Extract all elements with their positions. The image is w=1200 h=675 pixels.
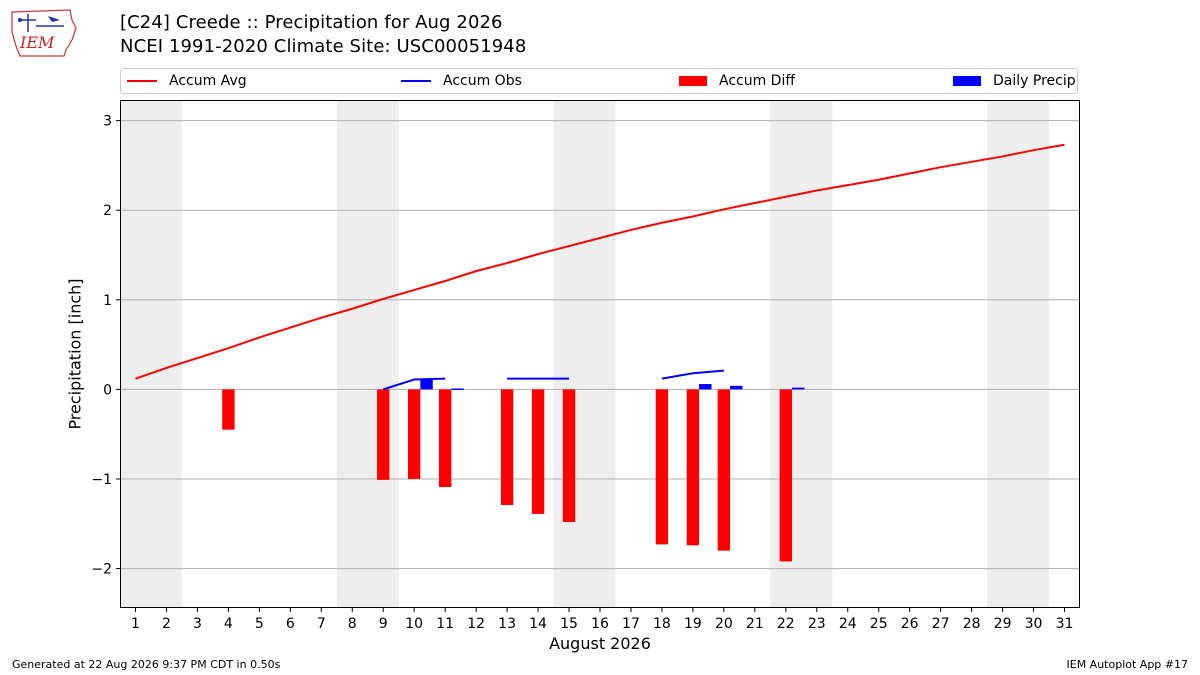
y-tick-label: −2	[91, 562, 112, 578]
legend-item-accum-diff: Accum Diff	[679, 69, 795, 93]
x-tick-label: 4	[224, 616, 233, 632]
accum-diff-bar	[500, 389, 514, 505]
y-tick-label: 0	[103, 382, 112, 398]
accum-diff-bar	[377, 389, 390, 480]
legend-swatch-accum-avg	[127, 80, 157, 82]
x-tick-label: 28	[963, 616, 981, 632]
daily-precip-bar	[792, 387, 805, 390]
x-tick-label: 16	[591, 616, 609, 632]
legend-item-daily-precip: Daily Precip	[953, 69, 1076, 93]
accum-diff-bar	[438, 389, 452, 488]
iem-logo: IEM	[11, 9, 77, 57]
y-tick-label: −1	[91, 472, 112, 488]
x-tick-label: 20	[715, 616, 733, 632]
y-axis-label: Precipitation [inch]	[65, 278, 85, 430]
x-tick-label: 26	[901, 616, 919, 632]
y-tick-label: 3	[103, 114, 112, 130]
x-tick-label: 13	[498, 616, 516, 632]
generated-timestamp: Generated at 22 Aug 2026 9:37 PM CDT in …	[12, 658, 281, 671]
accum-diff-bar	[717, 389, 731, 551]
x-tick-label: 31	[1056, 616, 1074, 632]
x-tick-label: 1	[131, 616, 140, 632]
x-tick-label: 2	[162, 616, 171, 632]
bars	[222, 379, 805, 562]
weekend-shade	[987, 100, 1050, 608]
legend: Accum Avg Accum Obs Accum Diff Daily Pre…	[120, 68, 1078, 94]
x-tick-label: 12	[467, 616, 485, 632]
legend-swatch-accum-obs	[401, 80, 431, 82]
accum-obs-line	[382, 377, 446, 391]
legend-label-daily-precip: Daily Precip	[993, 73, 1076, 89]
x-tick-label: 5	[255, 616, 264, 632]
x-tick-label: 10	[405, 616, 423, 632]
x-tick-label: 9	[379, 616, 388, 632]
app-credit: IEM Autoplot App #17	[1066, 658, 1189, 671]
weekend-shading	[120, 100, 1050, 608]
accum-diff-bar	[562, 389, 576, 522]
x-tick-label: 21	[746, 616, 764, 632]
plot-frame	[120, 100, 1080, 608]
legend-swatch-daily-precip	[953, 76, 981, 86]
x-axis-label: August 2026	[549, 634, 651, 653]
accum-diff-bar	[531, 389, 545, 514]
x-tick-label: 14	[529, 616, 547, 632]
x-tick-label: 29	[994, 616, 1012, 632]
x-tick-label: 18	[653, 616, 671, 632]
legend-label-accum-avg: Accum Avg	[169, 73, 247, 89]
accum-diff-bar	[222, 389, 235, 430]
daily-precip-bar	[420, 379, 433, 390]
x-tick-label: 6	[286, 616, 295, 632]
legend-label-accum-obs: Accum Obs	[443, 73, 522, 89]
logo-text: IEM	[19, 33, 55, 52]
y-tick-label: 1	[103, 293, 112, 309]
daily-precip-bar	[730, 385, 743, 390]
accum-avg-line	[135, 143, 1065, 380]
weather-station-icon	[18, 14, 64, 32]
accum-diff-bar	[779, 389, 792, 562]
x-tick-label: 30	[1025, 616, 1043, 632]
chart-title: [C24] Creede :: Precipitation for Aug 20…	[120, 12, 503, 33]
accum-diff-bar	[686, 389, 700, 546]
weekend-shade	[553, 100, 616, 608]
accum-diff-bar	[655, 389, 669, 545]
y-tick-label: 2	[103, 203, 112, 219]
chart-subtitle: NCEI 1991-2020 Climate Site: USC00051948	[120, 36, 527, 57]
legend-swatch-accum-diff	[679, 76, 707, 86]
x-tick-label: 24	[839, 616, 857, 632]
daily-precip-bar	[451, 388, 464, 390]
legend-label-accum-diff: Accum Diff	[719, 73, 796, 89]
x-tick-label: 17	[622, 616, 640, 632]
accum-obs-line	[661, 369, 724, 380]
x-tick-label: 7	[317, 616, 326, 632]
x-tick-label: 8	[348, 616, 357, 632]
x-tick-label: 27	[932, 616, 950, 632]
x-tick-label: 15	[560, 616, 578, 632]
accum-diff-bar	[408, 389, 421, 479]
x-tick-label: 11	[436, 616, 454, 632]
legend-item-accum-avg: Accum Avg	[127, 69, 247, 93]
legend-item-accum-obs: Accum Obs	[401, 69, 522, 93]
x-tick-label: 25	[870, 616, 888, 632]
x-tick-label: 19	[684, 616, 702, 632]
gridlines	[120, 120, 1080, 570]
weekend-shade	[120, 100, 182, 608]
daily-precip-bar	[699, 384, 712, 390]
weekend-shade	[336, 100, 399, 608]
lines	[135, 143, 1065, 391]
x-tick-label: 22	[777, 616, 795, 632]
x-tick-label: 23	[808, 616, 826, 632]
x-tick-label: 3	[193, 616, 202, 632]
